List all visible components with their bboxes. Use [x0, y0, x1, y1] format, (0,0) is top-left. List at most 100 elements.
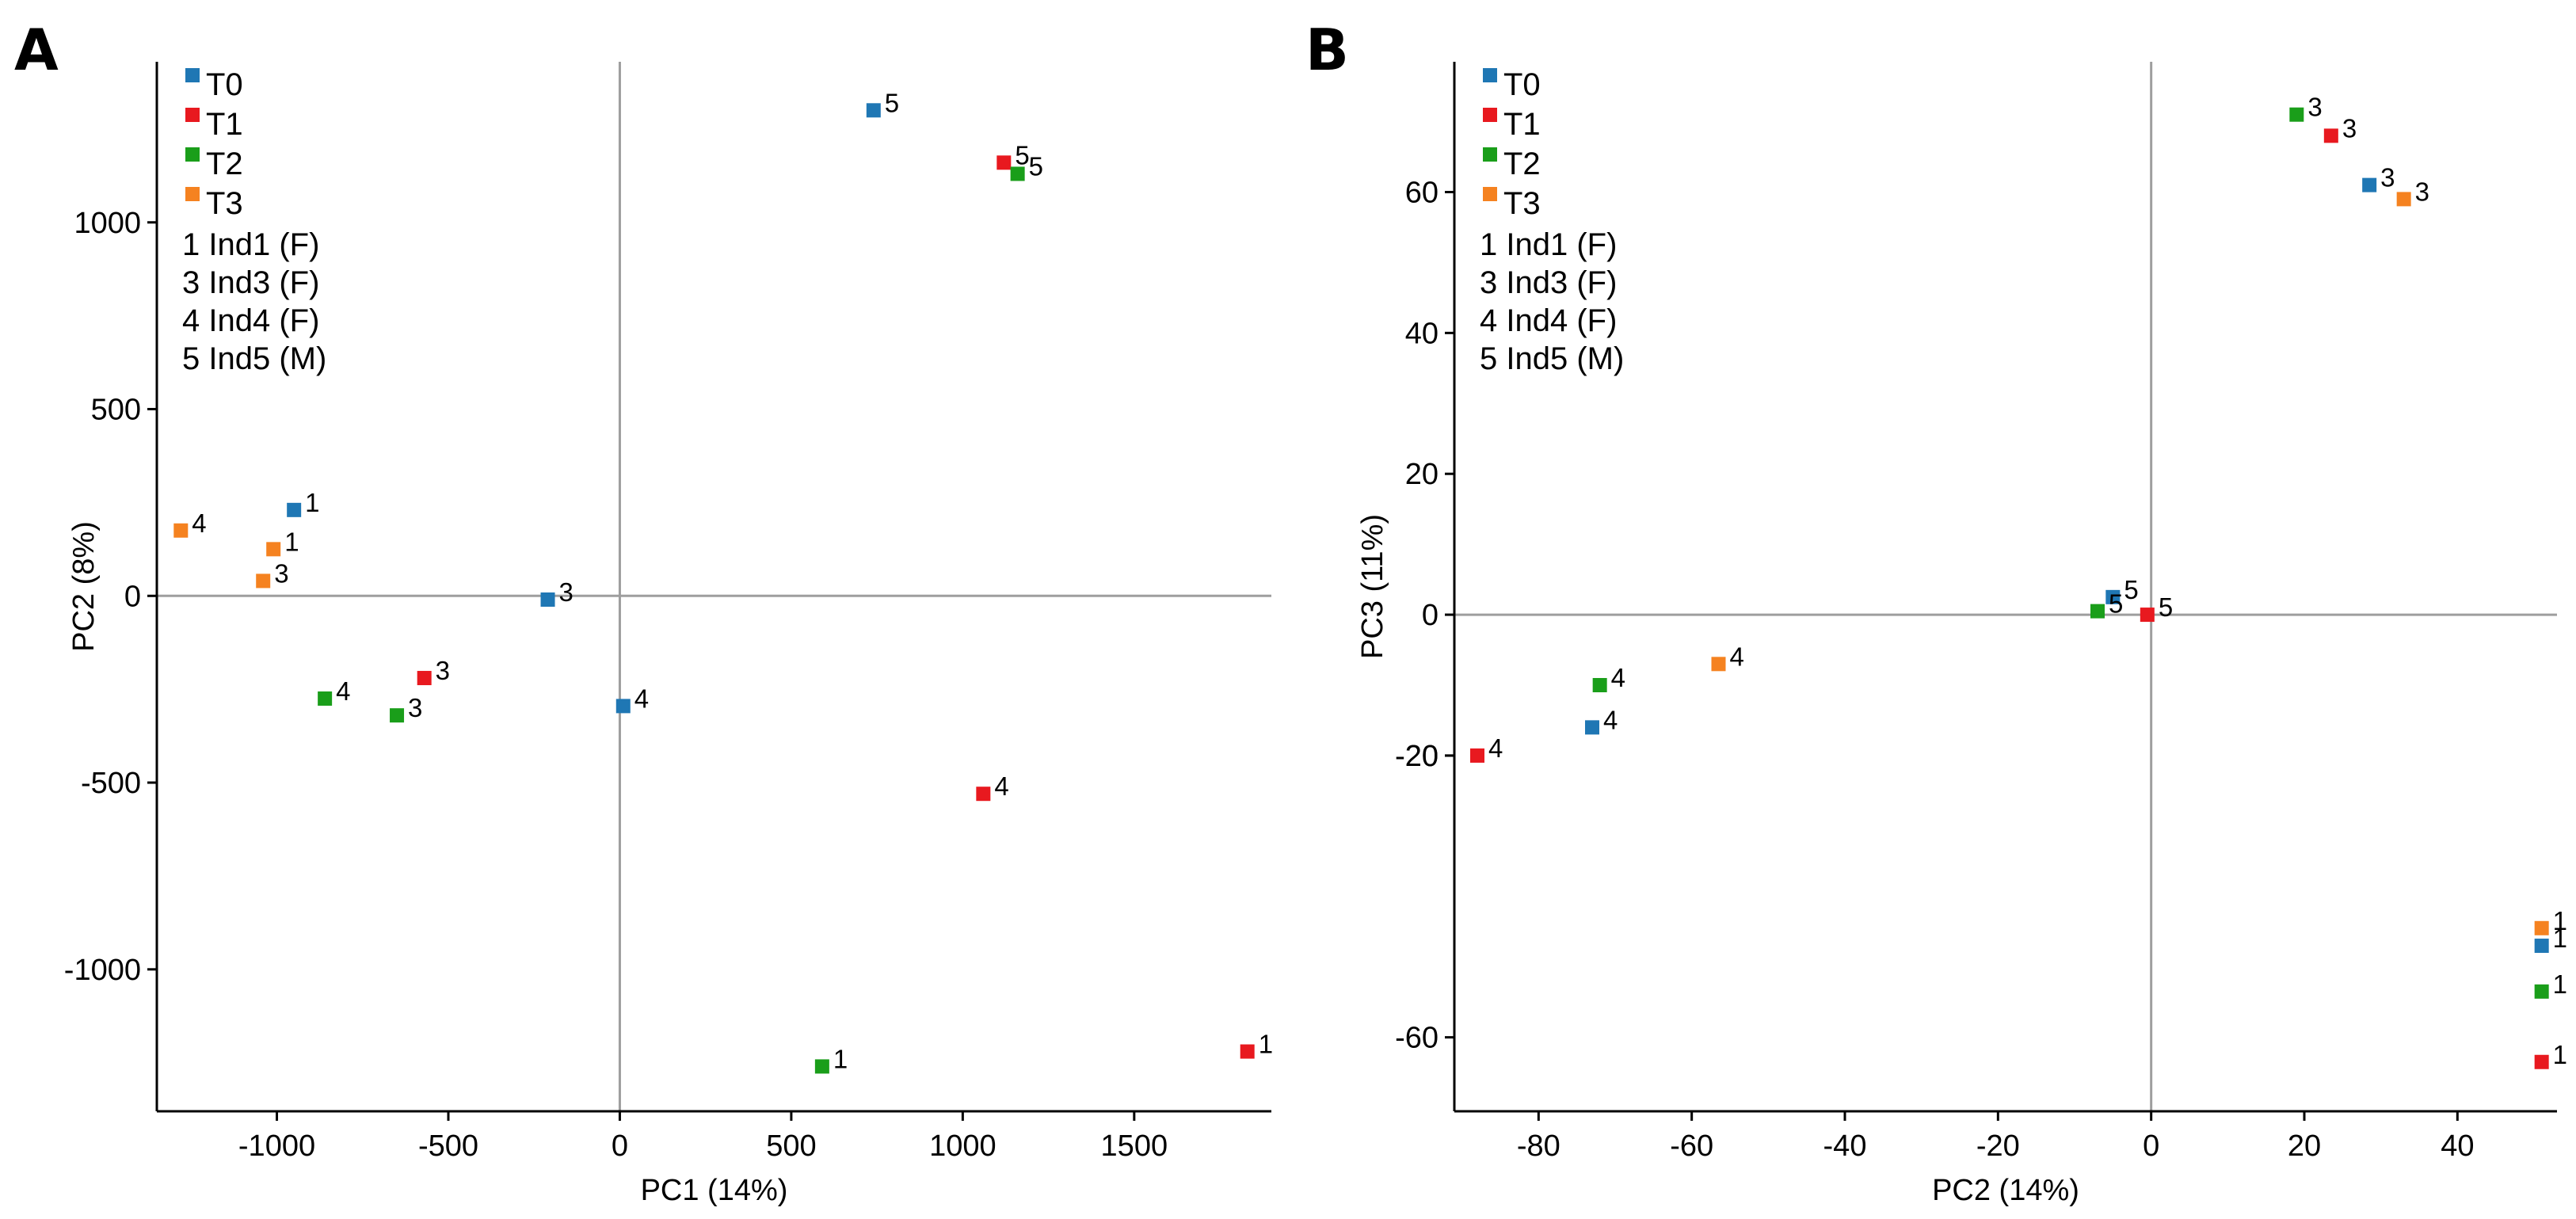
panel-a-y-tick-label: 1000: [74, 207, 141, 240]
panel-a-point-t1-ind5: [996, 155, 1012, 170]
panel-b-axes: [1453, 62, 2557, 1113]
panel-b-legend: T0 T1 T2 T3 1 Ind1 (F)3 Ind3 (F)4 Ind4 (F)5 …: [1480, 67, 1624, 376]
panel-a-point-t1-ind1: [1240, 1044, 1255, 1059]
panel-a-y-tick-label: 0: [124, 580, 141, 613]
panel-a-legend-label-t3: T3: [206, 186, 243, 221]
panel-b-legend-individual: 1 Ind1 (F): [1480, 227, 1617, 262]
panel-b-x-tick-label: -60: [1670, 1129, 1713, 1163]
panel-a-point-t0-ind4: [615, 699, 631, 714]
panel-a-point-label: 4: [994, 771, 1008, 801]
panel-a-point-label: 4: [192, 509, 206, 538]
panel-b-x-ticks: -80 -60 -40 -20 0 20 40: [1517, 1111, 2474, 1163]
panel-b-legend-label-t2: T2: [1503, 147, 1541, 181]
panel-a-axes: [155, 62, 1271, 1113]
panel-a-point-label: 3: [559, 577, 574, 607]
panel-b-point-label: 3: [2380, 163, 2395, 192]
panel-a-point-t2-ind5: [1010, 166, 1025, 181]
panel-a-legend-label-t1: T1: [206, 107, 243, 142]
panel-a-point-t1-ind3: [417, 671, 432, 686]
panel-b-point-label: 1: [2553, 969, 2567, 999]
panel-b-legend-individual: 5 Ind5 (M): [1480, 341, 1624, 376]
panel-b-point-t3-ind4: [1711, 657, 1726, 672]
panel-b-y-tick-label: -20: [1395, 740, 1439, 773]
panel-a-x-tick-label: 1500: [1101, 1129, 1168, 1163]
panel-b-point-t1-ind1: [2534, 1054, 2549, 1069]
panel-b-point-t0-ind4: [1585, 720, 1599, 735]
panel-a-point-label: 1: [833, 1044, 848, 1073]
panel-b-point-label: 1: [2553, 1040, 2567, 1069]
panel-b-point-t2-ind4: [1592, 677, 1607, 692]
panel-a-point-t0-ind3: [540, 592, 555, 608]
panel-b-y-tick-label: 20: [1405, 458, 1439, 491]
panel-a-x-tick-label: 0: [612, 1129, 628, 1163]
panel-b-y-tick-label: 40: [1405, 317, 1439, 350]
panel-b-point-label: 1: [2553, 906, 2567, 935]
panel-b-legend-individual: 3 Ind3 (F): [1480, 265, 1617, 300]
panel-a-legend-label-t0: T0: [206, 67, 243, 102]
panel-b-point-t3-ind3: [2396, 192, 2411, 207]
panel-b-x-tick-label: -40: [1823, 1129, 1867, 1163]
panel-b-point-label: 4: [1611, 663, 1625, 692]
panel-a-x-tick-label: -1000: [238, 1129, 315, 1163]
panel-a-y-tick-label: -1000: [64, 954, 141, 987]
panel-a-point-label: 1: [305, 488, 319, 517]
panel-a-point-label: 3: [408, 693, 422, 722]
panel-a-point-label: 5: [885, 88, 899, 117]
panel-b-letter: B: [1305, 17, 1349, 83]
panel-a-point-t3-ind1: [266, 542, 281, 557]
panel-a-legend-label-t2: T2: [206, 147, 243, 181]
panel-b-legend-individual: 4 Ind4 (F): [1480, 303, 1617, 338]
panel-b-x-tick-label: 0: [2143, 1129, 2159, 1163]
panel-a: A -1000 -500 0 500 1000 1500 -1000 -500 0 500 100…: [14, 17, 1273, 1207]
panel-b-point-label: 4: [1488, 733, 1503, 763]
panel-a-legend-individual: 5 Ind5 (M): [182, 341, 326, 376]
panel-b-legend-swatch-t1: [1483, 108, 1497, 122]
panel-a-point-t2-ind1: [814, 1059, 829, 1074]
panel-b-point-label: 3: [2307, 93, 2322, 122]
panel-b-point-t1-ind4: [1470, 748, 1484, 763]
panel-b-y-tick-label: 60: [1405, 177, 1439, 210]
panel-b-point-t2-ind5: [2090, 604, 2105, 619]
panel-b-x-tick-label: 40: [2441, 1129, 2474, 1163]
panel-b-legend-label-t0: T0: [1503, 67, 1541, 102]
panel-a-y-ticks: -1000 -500 0 500 1000: [64, 207, 157, 987]
panel-a-legend-individual: 4 Ind4 (F): [182, 303, 319, 338]
panel-b-point-label: 4: [1730, 642, 1744, 671]
panel-b-point-label: 4: [1603, 705, 1618, 734]
panel-b-legend-label-t3: T3: [1503, 186, 1541, 221]
panel-a-point-t3-ind3: [256, 573, 271, 589]
panel-b-x-tick-label: 20: [2288, 1129, 2321, 1163]
panel-a-legend-individual: 3 Ind3 (F): [182, 265, 319, 300]
panel-a-x-tick-label: 1000: [929, 1129, 996, 1163]
panel-b-point-t2-ind3: [2289, 107, 2304, 122]
panel-b-legend-swatch-t2: [1483, 147, 1497, 162]
panel-a-legend-swatch-t0: [185, 68, 200, 82]
panel-b-zero-lines: [1454, 62, 2557, 1111]
panel-a-point-label: 4: [634, 684, 649, 713]
panel-b-point-label: 5: [2124, 575, 2138, 604]
panel-a-point-t0-ind5: [866, 103, 881, 118]
panel-b-point-t1-ind3: [2323, 128, 2338, 143]
panel-a-point-label: 5: [1015, 140, 1029, 170]
panel-a-x-axis-title: PC1 (14%): [641, 1174, 788, 1207]
panel-a-y-axis-title: PC2 (8%): [67, 521, 101, 652]
panel-a-y-tick-label: -500: [81, 767, 141, 800]
panel-a-legend-swatch-t3: [185, 187, 200, 201]
panel-b-y-axis-title: PC3 (11%): [1356, 514, 1389, 659]
panel-b-y-tick-label: -20: [1395, 740, 1439, 773]
panel-a-point-label: 3: [436, 656, 450, 685]
panel-a-point-label: 3: [274, 558, 288, 588]
panel-a-point-label: 1: [284, 527, 299, 556]
panel-b-point-t0-ind3: [2362, 177, 2377, 192]
panel-b-legend-label-t1: T1: [1503, 107, 1541, 142]
panel-b-point-t2-ind1: [2534, 984, 2549, 999]
panel-b-point-label: 3: [2415, 177, 2429, 206]
panel-b-point-label: 1: [2553, 924, 2567, 953]
panel-b-point-t3-ind1: [2534, 920, 2549, 935]
panel-a-zero-lines: [157, 62, 1271, 1111]
panel-b-point-label: 5: [2159, 592, 2173, 622]
panel-a-letter: A: [14, 17, 59, 83]
